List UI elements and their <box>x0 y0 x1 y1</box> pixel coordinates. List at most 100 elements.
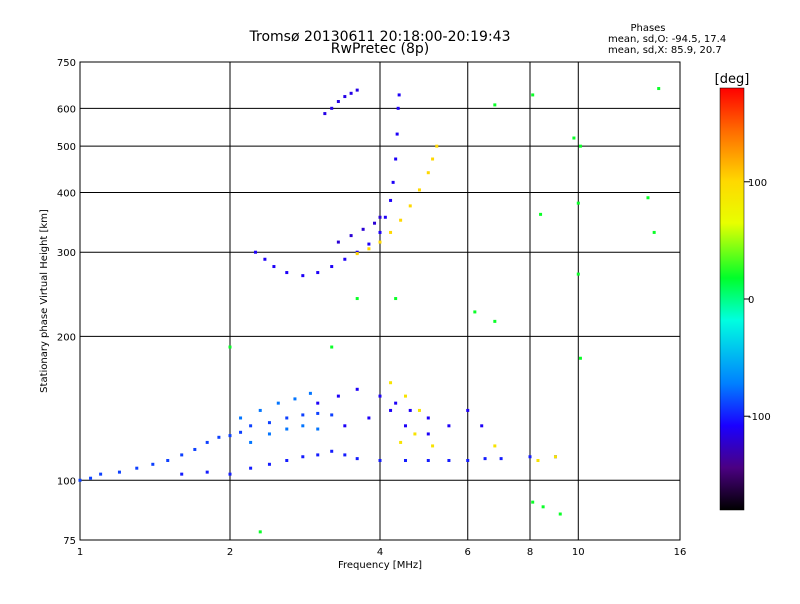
echo-point <box>301 413 305 417</box>
echo-point <box>367 416 371 420</box>
x-tick-label: 2 <box>227 547 233 558</box>
echo-point <box>447 458 451 462</box>
echo-point <box>205 440 209 444</box>
echo-point <box>349 234 353 238</box>
echo-point <box>301 424 305 428</box>
echo-point <box>480 424 484 428</box>
echo-point <box>330 413 334 417</box>
echo-point <box>383 215 387 219</box>
echo-point <box>99 472 103 476</box>
echo-point <box>417 408 421 412</box>
echo-point <box>553 455 557 459</box>
echo-point <box>89 476 93 480</box>
echo-point <box>323 112 327 116</box>
echo-point <box>536 458 540 462</box>
echo-point <box>541 505 545 509</box>
echo-point <box>408 408 412 412</box>
echo-point <box>180 453 184 457</box>
echo-point <box>180 472 184 476</box>
echo-point <box>531 93 535 97</box>
echo-point <box>394 401 398 405</box>
echo-point <box>316 453 320 457</box>
echo-point <box>258 408 262 412</box>
y-tick-label: 100 <box>57 476 76 487</box>
trace-6 <box>355 144 439 256</box>
echo-point <box>330 265 334 269</box>
echo-point <box>361 227 365 231</box>
echo-point <box>431 444 435 448</box>
echo-point <box>316 401 320 405</box>
echo-point <box>249 440 253 444</box>
echo-point <box>499 457 503 461</box>
echo-point <box>493 319 497 323</box>
echo-point <box>166 458 170 462</box>
x-tick-label: 16 <box>674 547 687 558</box>
phase-colorbar <box>719 87 745 511</box>
echo-point <box>493 444 497 448</box>
echo-point <box>336 100 340 104</box>
echo-point <box>239 416 243 420</box>
echo-point <box>389 230 393 234</box>
colorbar-tick-label: 0 <box>748 295 754 306</box>
echo-point <box>394 297 398 301</box>
echo-point <box>228 472 232 476</box>
y-tick-label: 200 <box>57 332 76 343</box>
echo-point <box>466 408 470 412</box>
echo-point <box>285 416 289 420</box>
echo-point <box>78 478 82 482</box>
echo-point <box>426 432 430 436</box>
echo-point <box>355 88 359 92</box>
echo-point <box>399 218 403 222</box>
echo-point <box>205 470 209 474</box>
trace-9 <box>228 87 661 534</box>
y-tick-label: 500 <box>57 142 76 153</box>
colorbar-label: [deg] <box>715 72 750 87</box>
x-tick-label: 8 <box>527 547 533 558</box>
echo-point <box>493 103 497 107</box>
colorbar-ticks: 100 0 -100 <box>744 178 771 423</box>
echo-point <box>431 157 435 161</box>
echo-point <box>413 432 417 436</box>
echo-points <box>78 87 661 534</box>
y-tick-label: 75 <box>63 536 76 547</box>
echo-point <box>391 180 395 184</box>
echo-point <box>301 274 305 278</box>
echo-point <box>249 424 253 428</box>
echo-point <box>378 394 382 398</box>
echo-point <box>373 221 377 225</box>
echo-point <box>343 424 347 428</box>
stats-line-o: mean, sd,O: -94.5, 17.4 <box>608 34 726 45</box>
echo-point <box>316 271 320 275</box>
echo-point <box>228 434 232 438</box>
echo-point <box>466 458 470 462</box>
echo-point <box>272 265 276 269</box>
echo-point <box>308 391 312 395</box>
echo-point <box>646 196 650 200</box>
echo-point <box>267 432 271 436</box>
echo-point <box>578 356 582 360</box>
echo-point <box>483 457 487 461</box>
echo-point <box>355 297 359 301</box>
echo-point <box>293 397 297 401</box>
echo-point <box>528 455 532 459</box>
trace-2 <box>239 391 320 444</box>
echo-point <box>572 136 576 140</box>
echo-point <box>267 462 271 466</box>
y-tick-label: 750 <box>57 58 76 69</box>
y-tick-label: 600 <box>57 104 76 115</box>
echo-point <box>403 458 407 462</box>
echo-point <box>426 416 430 420</box>
echo-point <box>285 271 289 275</box>
echo-point <box>343 453 347 457</box>
echo-point <box>435 144 439 148</box>
stats-heading: Phases <box>630 23 665 34</box>
echo-point <box>330 106 334 110</box>
echo-point <box>276 401 280 405</box>
grid-lines <box>80 62 680 540</box>
echo-point <box>403 424 407 428</box>
echo-point <box>378 230 382 234</box>
echo-point <box>578 144 582 148</box>
echo-point <box>395 132 399 136</box>
stats-line-x: mean, sd,X: 85.9, 20.7 <box>608 45 722 56</box>
y-tick-label: 300 <box>57 248 76 259</box>
